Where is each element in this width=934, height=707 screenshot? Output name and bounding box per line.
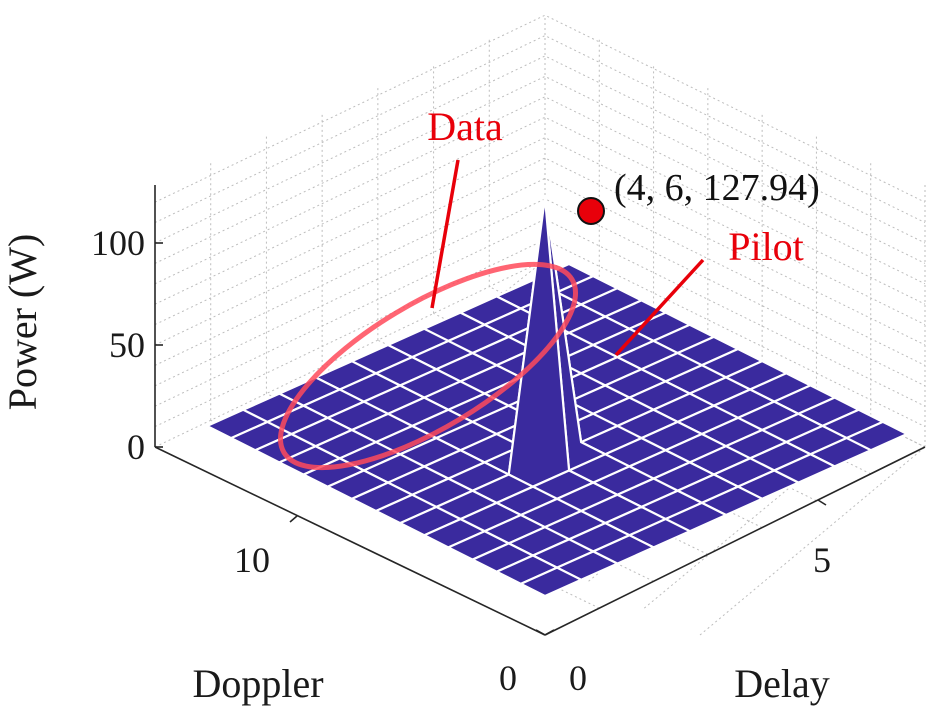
delay-tick-5 [817, 499, 827, 506]
doppler-axis-label: Doppler [192, 661, 323, 706]
peak-marker [577, 197, 605, 225]
delay-tick-label-5: 5 [813, 540, 831, 580]
doppler-tick-label-10: 10 [234, 540, 270, 580]
z-tick-label-0: 0 [127, 427, 145, 467]
doppler-tick-label-0: 0 [499, 658, 517, 698]
grid-line [154, 55, 926, 244]
doppler-axis-line [154, 446, 546, 636]
labels: 0 50 100 10 0 0 5 Doppler Delay Power (W… [0, 104, 831, 706]
pilot-callout-line [614, 258, 705, 357]
power-axis-label: Power (W) [0, 234, 45, 411]
data-annotation: Data [427, 104, 503, 149]
data-region-ellipse [277, 261, 579, 471]
z-tick-label-50: 50 [109, 325, 145, 365]
delay-axis-label: Delay [734, 661, 830, 706]
doppler-tick-10 [289, 515, 298, 523]
grid-line [699, 446, 926, 636]
z-tick-label-100: 100 [91, 223, 145, 263]
delay-axis-line [544, 446, 926, 636]
annotations [277, 159, 705, 471]
surface-cell [518, 566, 584, 598]
origin-tick [535, 629, 546, 636]
pilot-annotation: Pilot [728, 224, 804, 269]
origin-tick-b [544, 629, 555, 636]
peak-label: (4, 6, 127.94) [614, 167, 820, 209]
delay-tick-label-0: 0 [569, 658, 587, 698]
data-callout-line [430, 159, 460, 309]
axes [154, 185, 926, 636]
